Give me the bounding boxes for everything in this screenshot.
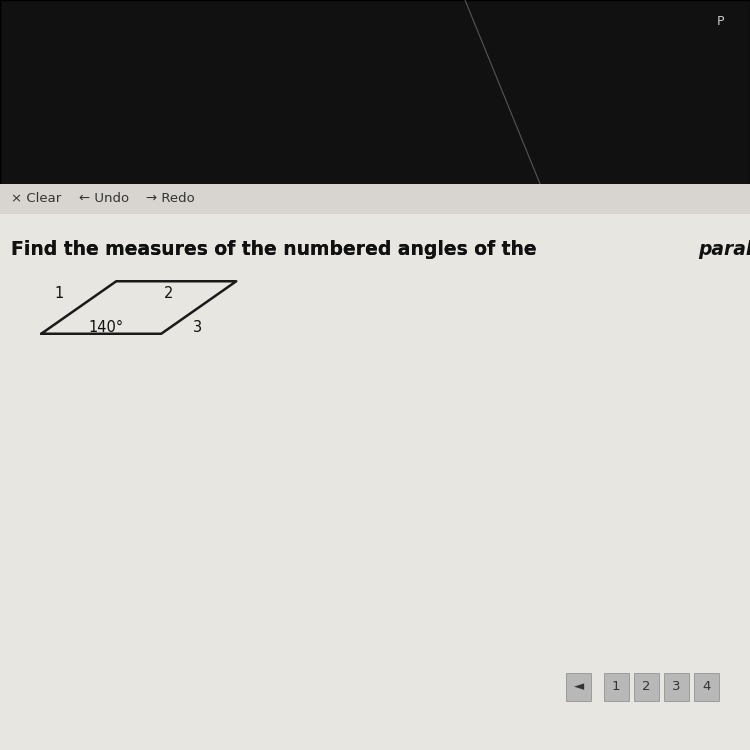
- Text: 1: 1: [54, 286, 63, 302]
- FancyBboxPatch shape: [0, 0, 750, 191]
- Text: ← Undo: ← Undo: [79, 192, 129, 206]
- Text: 3: 3: [672, 680, 680, 694]
- Text: ◄: ◄: [574, 680, 584, 694]
- Text: 2: 2: [642, 680, 650, 694]
- Text: Find the measures of the numbered angles of the: Find the measures of the numbered angles…: [11, 240, 543, 259]
- Text: × Clear: × Clear: [11, 192, 62, 206]
- FancyBboxPatch shape: [694, 673, 718, 701]
- Text: 140°: 140°: [88, 320, 124, 335]
- Text: 3: 3: [193, 320, 202, 335]
- FancyBboxPatch shape: [604, 673, 628, 701]
- Text: 4: 4: [702, 680, 710, 694]
- FancyBboxPatch shape: [0, 184, 750, 214]
- FancyBboxPatch shape: [566, 673, 591, 701]
- FancyBboxPatch shape: [0, 214, 750, 750]
- Text: 1: 1: [612, 680, 620, 694]
- Text: → Redo: → Redo: [146, 192, 195, 206]
- Text: Find the measures of the numbered angles of the: Find the measures of the numbered angles…: [11, 240, 543, 259]
- Text: P: P: [716, 15, 724, 28]
- FancyBboxPatch shape: [634, 673, 658, 701]
- Text: parallelogram: parallelogram: [698, 240, 750, 259]
- Text: 2: 2: [164, 286, 172, 302]
- FancyBboxPatch shape: [664, 673, 688, 701]
